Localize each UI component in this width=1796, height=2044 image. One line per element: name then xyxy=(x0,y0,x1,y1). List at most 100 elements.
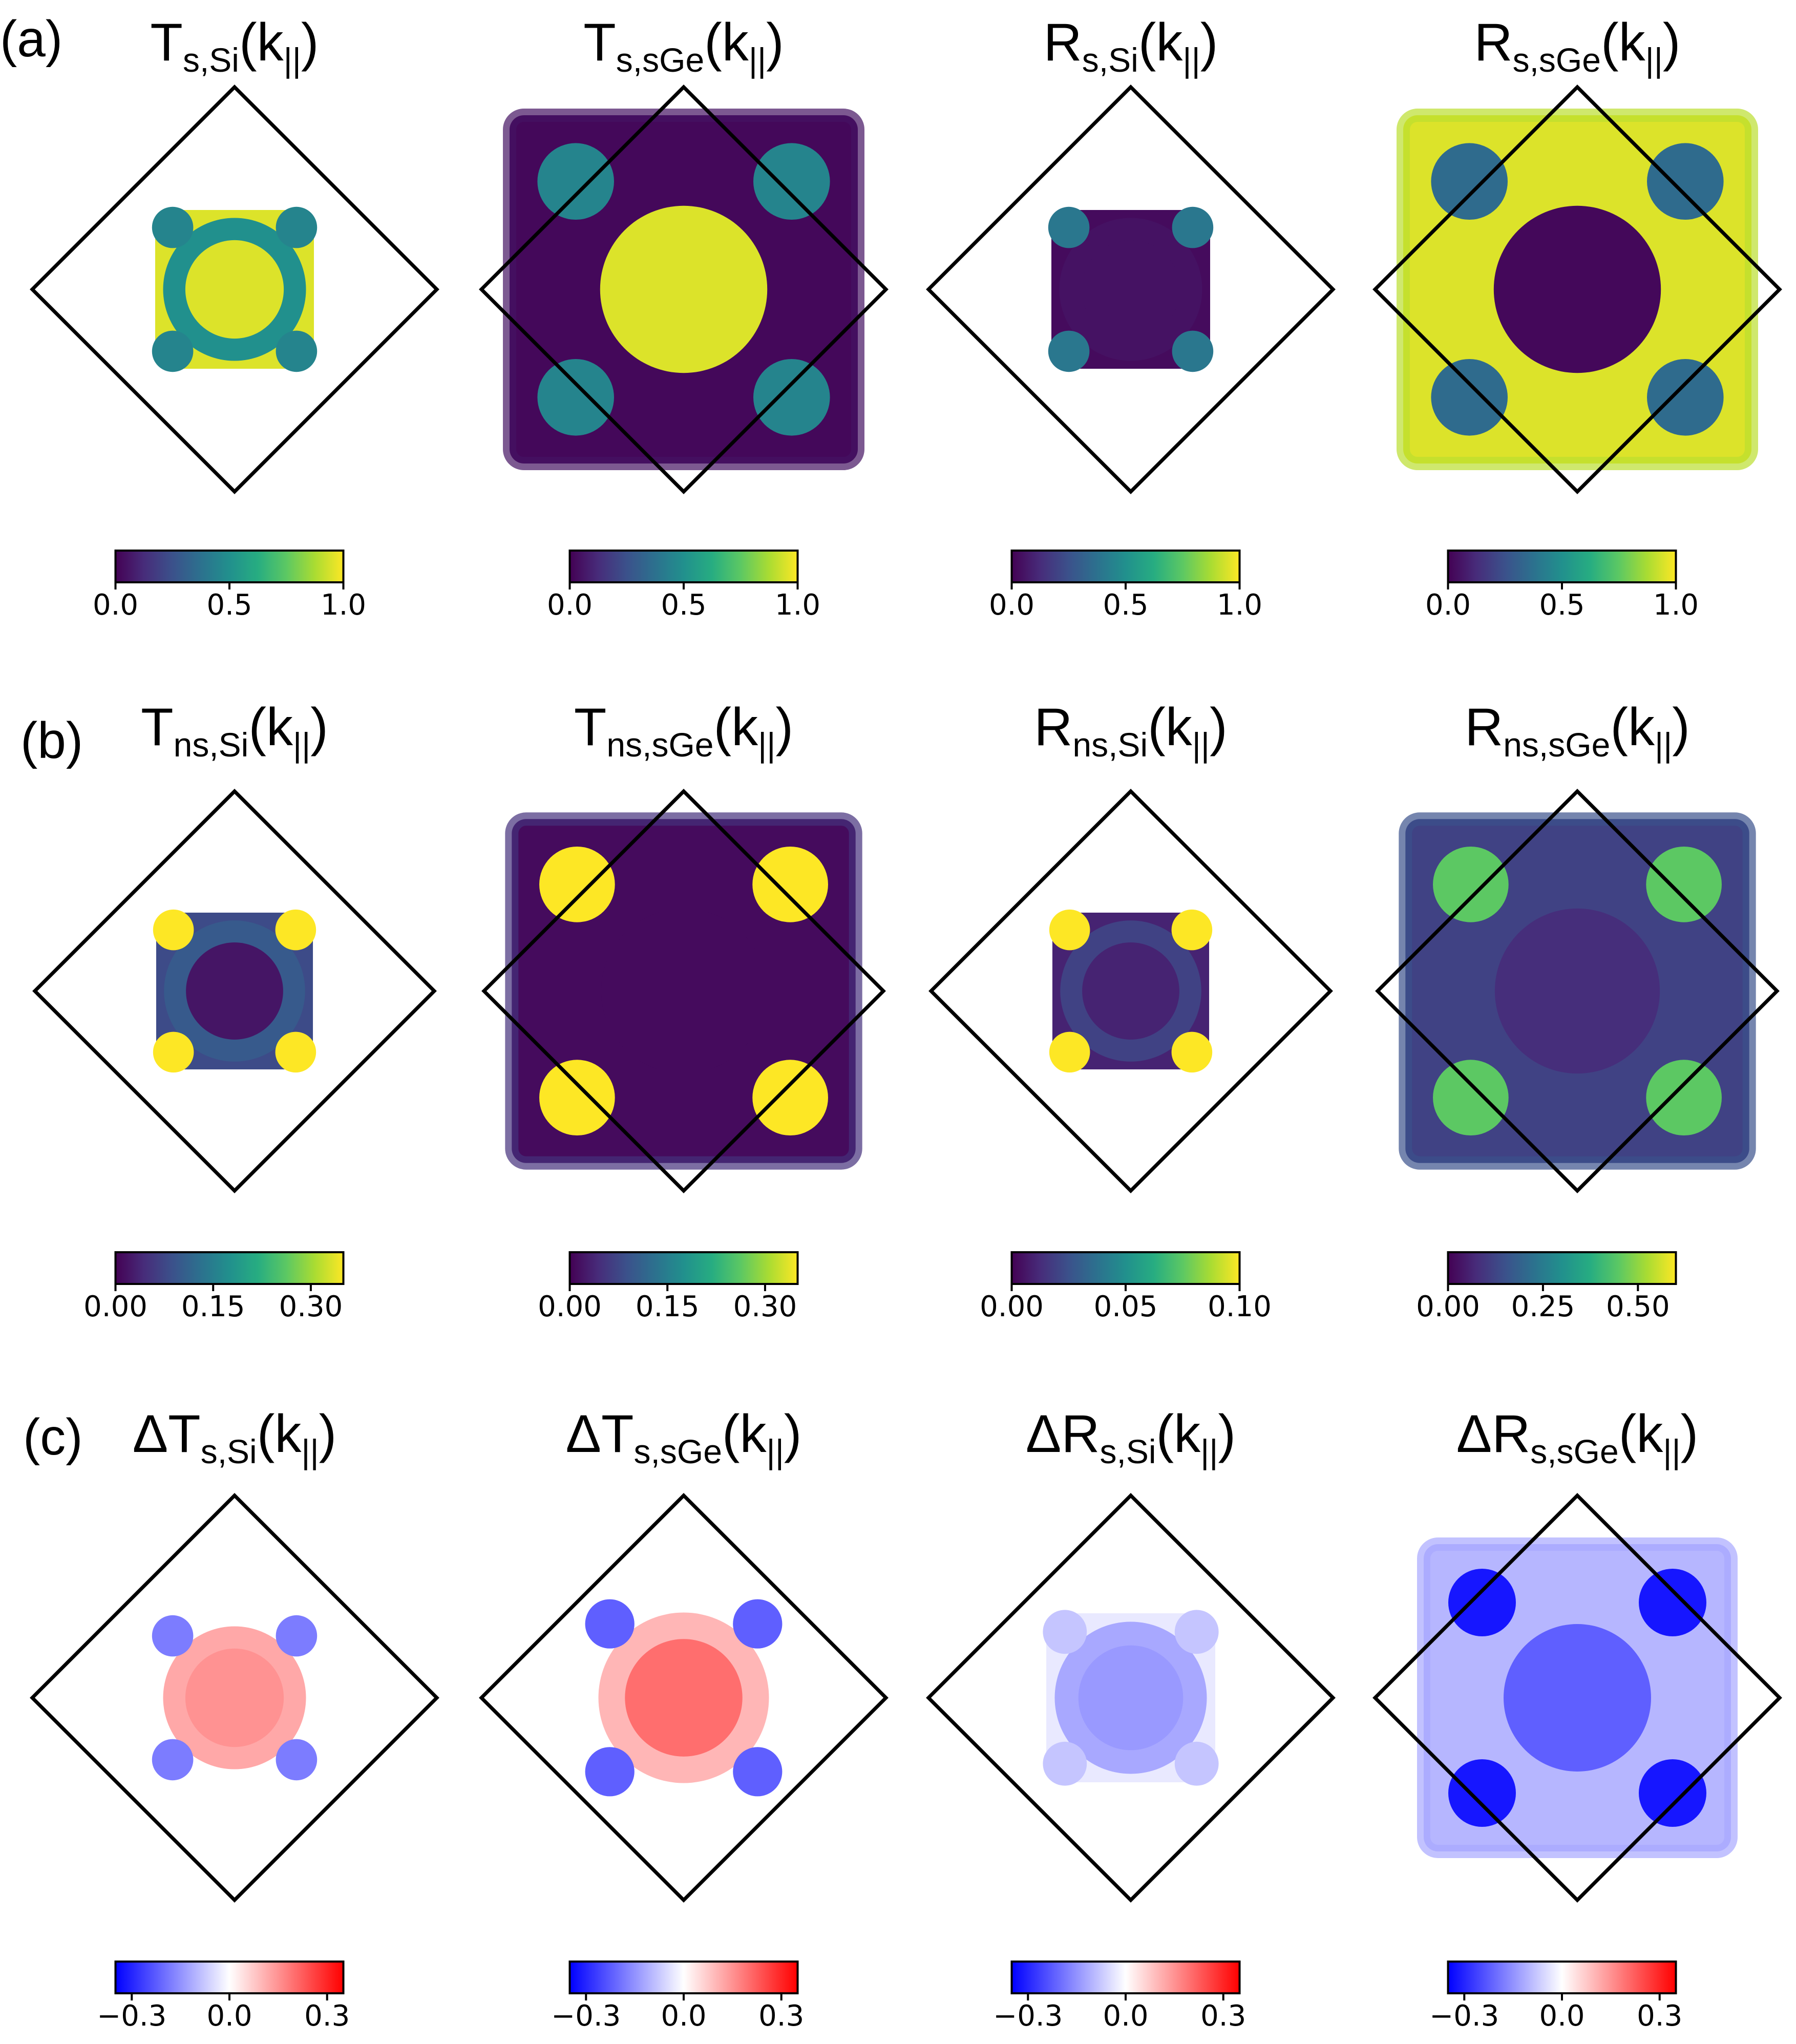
heatmap-lobe xyxy=(1048,206,1090,248)
title-main: T xyxy=(141,698,174,757)
heatmap-lobe xyxy=(152,206,194,248)
title-main: ΔT xyxy=(133,1404,201,1464)
panel-c1: ΔTs,Si(k||) −0.3 0.0 0.3 xyxy=(30,1404,439,2033)
title-parallel-subscript: || xyxy=(1655,726,1672,764)
brillouin-zone-outline xyxy=(926,85,1336,494)
colorbar-tick-label: 0.00 xyxy=(1416,1290,1480,1323)
colorbar-tick-label: 0.00 xyxy=(980,1290,1044,1323)
heatmap-center xyxy=(185,240,284,339)
title-main: ΔT xyxy=(566,1404,634,1464)
title-parallel-subscript: || xyxy=(1192,726,1210,764)
heatmap-a4 xyxy=(1397,109,1758,470)
title-parallel-subscript: || xyxy=(1200,1432,1218,1470)
title-parallel-subscript: || xyxy=(1663,1432,1680,1470)
heatmap-lobe xyxy=(1049,909,1090,951)
heatmap-lobe xyxy=(1172,330,1214,372)
title-argument: (k xyxy=(1601,13,1646,72)
heatmap-b3 xyxy=(1049,909,1213,1073)
colorbar-gradient xyxy=(1447,550,1677,583)
colorbar-tick-label: 0.5 xyxy=(1539,588,1584,622)
heatmap-center xyxy=(1082,942,1179,1040)
heatmap-lobe xyxy=(275,1031,316,1073)
title-subscript: ns,sGe xyxy=(1503,726,1610,764)
panel-c2: ΔTs,sGe(k||) −0.3 0.0 0.3 xyxy=(479,1404,889,2033)
heatmap-lobe xyxy=(152,330,194,372)
panel-a2: Ts,sGe(k||) 0.0 0.5 1.0 xyxy=(479,13,889,622)
heatmap-lobe xyxy=(539,847,615,922)
brillouin-zone-outline xyxy=(479,85,889,494)
heatmap-b2 xyxy=(505,812,862,1170)
heatmap-lobe xyxy=(1639,1569,1706,1636)
panel-a1: Ts,Si(k||) 0.0 0.5 1.0 xyxy=(30,13,439,622)
row-label-a: (a) xyxy=(0,10,62,68)
panel-c4: ΔRs,sGe(k||) −0.3 0.0 0.3 xyxy=(1372,1404,1782,2033)
title-subscript: ns,Si xyxy=(174,726,249,764)
colorbar-tick-label: 0.15 xyxy=(636,1290,700,1323)
title-main: R xyxy=(1034,698,1072,757)
heatmap-lobe xyxy=(1433,847,1509,922)
title-close: ) xyxy=(1218,1404,1236,1464)
heatmap-c4 xyxy=(1417,1537,1738,1858)
title-main: T xyxy=(583,13,616,72)
colorbar-gradient xyxy=(568,550,799,583)
brillouin-zone-outline xyxy=(1372,85,1782,494)
title-close: ) xyxy=(1681,1404,1699,1464)
colorbar-tick-label: 0.0 xyxy=(661,1999,706,2033)
panel-b4: Rns,sGe(k||) 0.00 0.25 0.50 xyxy=(1375,698,1780,1323)
title-subscript: s,Si xyxy=(183,41,239,79)
heatmap-center xyxy=(601,908,767,1074)
colorbar-tick-label: 0.30 xyxy=(279,1290,343,1323)
heatmap-lobe xyxy=(152,1739,194,1781)
heatmap-lobe xyxy=(276,206,318,248)
title-main: R xyxy=(1044,13,1082,72)
heatmap-c3 xyxy=(1043,1610,1219,1786)
title-subscript: s,sGe xyxy=(1513,41,1601,79)
title-close: ) xyxy=(1200,13,1218,72)
title-argument: (k xyxy=(248,698,293,757)
title-argument: (k xyxy=(1619,1404,1664,1464)
colorbar-c4: −0.3 0.0 0.3 xyxy=(1429,1961,1682,2033)
title-main: R xyxy=(1465,698,1503,757)
colorbar-tick-label: 0.5 xyxy=(1103,588,1148,622)
colorbar-tick-label: 0.0 xyxy=(1539,1999,1584,2033)
title-subscript: s,sGe xyxy=(634,1432,722,1470)
heatmap-lobe xyxy=(1043,1610,1087,1654)
panel-title: Rns,sGe(k||) xyxy=(1465,698,1690,764)
brillouin-zone-outline xyxy=(928,789,1333,1193)
colorbar-gradient xyxy=(568,1251,799,1285)
title-main: ΔR xyxy=(1456,1404,1531,1464)
title-parallel-subscript: || xyxy=(284,41,301,79)
colorbar-tick-label: 1.0 xyxy=(321,588,366,622)
title-subscript: s,sGe xyxy=(616,41,704,79)
colorbar-tick-label: 0.3 xyxy=(1637,1999,1682,2033)
heatmap-b4 xyxy=(1399,812,1756,1170)
heatmap-lobe xyxy=(1049,1031,1090,1073)
heatmap-lobe xyxy=(537,143,614,220)
colorbar-tick-label: 1.0 xyxy=(1217,588,1262,622)
panel-title: ΔTs,sGe(k||) xyxy=(566,1404,802,1470)
colorbar-gradient xyxy=(1010,1961,1241,1994)
heatmap-frame xyxy=(503,109,864,470)
title-main: ΔR xyxy=(1026,1404,1100,1464)
colorbar-a4: 0.0 0.5 1.0 xyxy=(1425,550,1699,622)
heatmap-frame xyxy=(1397,109,1758,470)
colorbar-tick-label: 0.0 xyxy=(1103,1999,1148,2033)
colorbar-tick-label: −0.3 xyxy=(97,1999,166,2033)
title-close: ) xyxy=(1663,13,1681,72)
colorbar-gradient xyxy=(1447,1251,1677,1285)
title-parallel-subscript: || xyxy=(758,726,775,764)
colorbar-tick-label: 1.0 xyxy=(775,588,820,622)
heatmap-lobe xyxy=(752,847,828,922)
colorbar-tick-label: −0.3 xyxy=(551,1999,621,2033)
colorbar-tick-label: 0.00 xyxy=(83,1290,147,1323)
colorbar-tick-label: 0.00 xyxy=(538,1290,602,1323)
title-close: ) xyxy=(301,13,319,72)
heatmap-lobe xyxy=(1433,1060,1509,1135)
brillouin-zone-outline xyxy=(481,789,886,1193)
colorbar-a1: 0.0 0.5 1.0 xyxy=(93,550,366,622)
heatmap-lobe xyxy=(276,1739,318,1781)
brillouin-zone-outline xyxy=(926,1493,1336,1903)
title-subscript: s,Si xyxy=(1082,41,1138,79)
row-label-b: (b) xyxy=(20,712,83,769)
